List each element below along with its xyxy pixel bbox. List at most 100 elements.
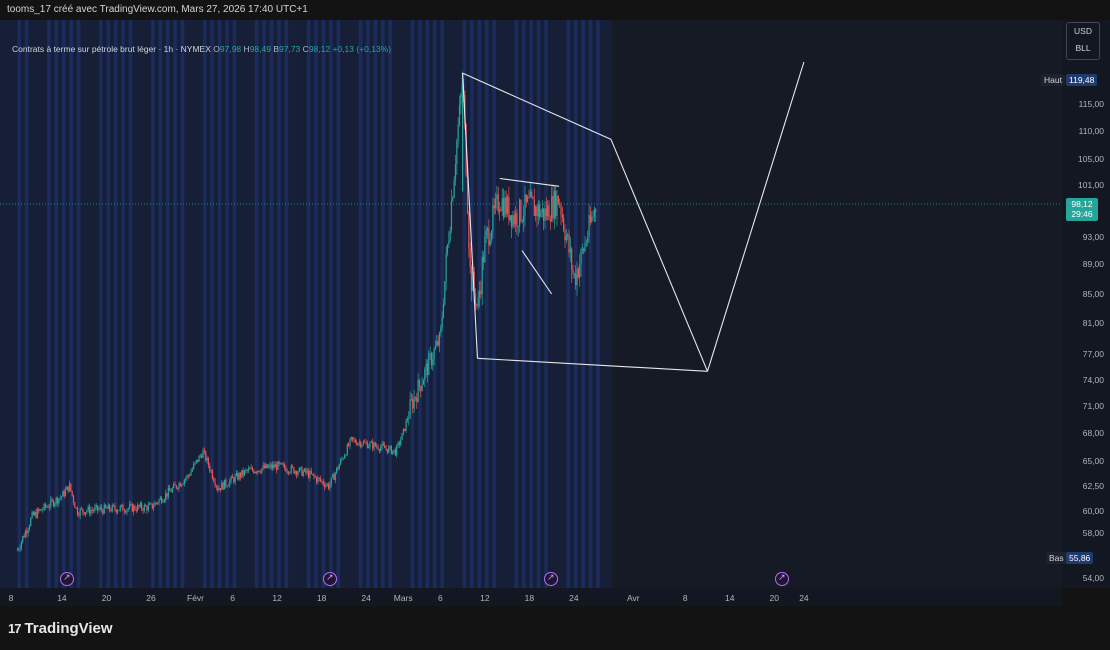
candle-body <box>185 478 187 480</box>
candle-body <box>197 459 199 462</box>
price-tick-label: 89,00 <box>1082 259 1104 269</box>
time-tick-label: 24 <box>799 593 809 603</box>
time-axis[interactable]: 8 14 20 26 Févr 6 12 18 24 Mars 6 12 18 24 Avr 8 14 20 24 <box>0 588 1062 606</box>
candle-body <box>364 441 366 443</box>
candle-body <box>350 436 352 439</box>
candle-body <box>396 445 398 456</box>
event-marker-icon[interactable] <box>544 572 558 586</box>
candle-body <box>410 399 413 401</box>
candle-body <box>386 448 388 453</box>
candle-body <box>305 468 307 473</box>
candle-body <box>251 467 254 471</box>
candle-body <box>108 504 111 510</box>
candle-body <box>247 468 250 471</box>
event-marker-icon[interactable] <box>60 572 74 586</box>
candle-body <box>36 509 39 518</box>
tradingview-brand[interactable]: 17 TradingView <box>8 620 113 637</box>
candle-body <box>245 470 247 471</box>
session-stripe <box>54 20 59 588</box>
candle-body <box>226 485 228 487</box>
candle-body <box>169 488 171 491</box>
candle-body <box>111 505 113 512</box>
candle-body <box>129 504 131 509</box>
candle-body <box>413 397 415 409</box>
candle-body <box>326 483 328 486</box>
candle-body <box>261 468 263 473</box>
trend-line-drawing <box>610 139 708 372</box>
candle-body <box>514 212 517 225</box>
candle-body <box>269 464 271 467</box>
candle-body <box>287 471 290 474</box>
candle-body <box>26 531 28 534</box>
candle-body <box>404 428 406 431</box>
candle-body <box>382 443 384 446</box>
unit-selector[interactable]: USD BLL <box>1066 22 1100 60</box>
candle-body <box>267 466 270 468</box>
candle-body <box>405 420 407 431</box>
candle-body <box>369 442 371 447</box>
session-stripe <box>99 20 103 588</box>
chart-area[interactable]: Contrats à terme sur pétrole brut léger … <box>0 20 1062 588</box>
candle-body <box>525 194 527 202</box>
candle-body <box>295 471 298 476</box>
candle-body <box>194 462 196 464</box>
session-stripe <box>410 20 415 588</box>
candle-body <box>506 196 509 214</box>
candle-body <box>512 215 514 227</box>
candle-body <box>88 506 91 514</box>
candle-body <box>533 199 535 216</box>
candle-body <box>353 439 355 441</box>
candle-body <box>263 465 266 469</box>
legend-title: Contrats à terme sur pétrole brut léger … <box>12 44 211 54</box>
candle-body <box>202 450 204 458</box>
candle-body <box>505 197 507 214</box>
candle-body <box>320 478 322 482</box>
candle-body <box>432 359 434 365</box>
candle-body <box>376 446 378 447</box>
candle-body <box>123 510 125 512</box>
candle-body <box>303 468 306 472</box>
candle-body <box>539 204 541 217</box>
candle-body <box>207 457 210 466</box>
candle-body <box>493 205 495 208</box>
candle-body <box>154 502 156 507</box>
candle-body <box>115 509 117 513</box>
candle-body <box>324 484 326 488</box>
candle-body <box>444 281 446 305</box>
time-tick-label: 18 <box>524 593 535 603</box>
candle-body <box>334 473 336 481</box>
price-chart[interactable] <box>0 20 1062 588</box>
candle-body <box>421 384 423 391</box>
session-stripe <box>432 20 437 588</box>
session-stripe <box>358 20 363 588</box>
candle-body <box>217 486 219 491</box>
time-tick-label: 24 <box>569 593 579 603</box>
candle-body <box>513 215 515 225</box>
high-marker-value: 119,48 <box>1066 74 1098 86</box>
candle-body <box>497 194 499 212</box>
candle-body <box>321 481 323 482</box>
candle-body <box>397 442 399 446</box>
candle-body <box>24 531 27 538</box>
candle-body <box>275 464 278 470</box>
candle-body <box>508 196 510 221</box>
candle-body <box>279 463 282 464</box>
price-tick-label: 93,00 <box>1082 232 1104 242</box>
candle-body <box>159 497 161 500</box>
candle-body <box>580 249 582 265</box>
candle-body <box>572 269 574 274</box>
candle-body <box>406 419 409 421</box>
event-marker-icon[interactable] <box>775 572 789 586</box>
price-axis[interactable]: 115,00 110,00 105,00 101,00 93,00 89,00 85,00 8… <box>1062 20 1110 588</box>
candle-body <box>488 228 490 246</box>
candle-body <box>366 442 368 448</box>
low-marker-value: 55,86 <box>1066 552 1094 564</box>
candle-body <box>398 442 401 445</box>
candle-body <box>428 353 430 376</box>
candle-body <box>167 488 169 497</box>
candle-body <box>517 226 519 228</box>
candle-body <box>424 369 426 381</box>
candle-body <box>42 509 44 511</box>
event-marker-icon[interactable] <box>323 572 337 586</box>
candle-body <box>147 504 149 511</box>
